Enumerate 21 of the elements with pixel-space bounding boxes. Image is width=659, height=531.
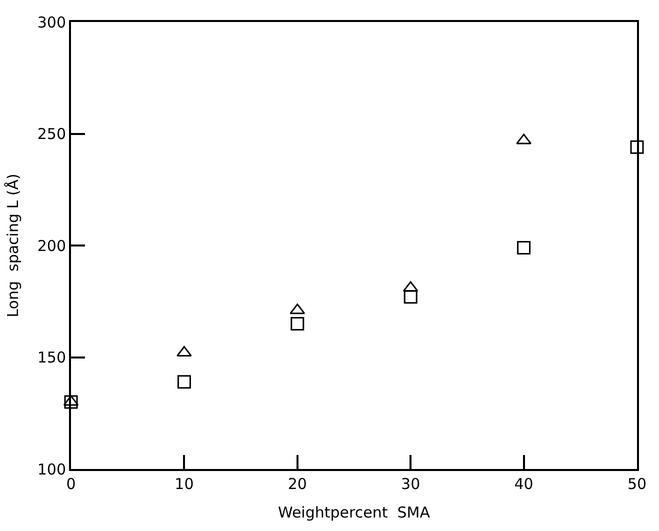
point	[630, 140, 644, 154]
x-tick-label: 30	[401, 475, 420, 493]
y-tick-label: 100	[37, 460, 66, 478]
point	[404, 290, 418, 304]
y-tick-label: 200	[37, 236, 66, 255]
x-tick-label: 40	[514, 475, 534, 493]
point	[290, 316, 304, 330]
point	[516, 134, 532, 144]
y-tick-label: 300	[37, 13, 66, 32]
y-tick-label: 250	[37, 125, 66, 143]
point	[64, 395, 78, 409]
x-tick-label: 0	[66, 475, 76, 493]
point	[177, 375, 191, 389]
x-axis-title: Weightpercent SMA	[278, 504, 431, 522]
y-tick-label: 150	[37, 348, 66, 366]
x-tick-label: 20	[288, 475, 307, 493]
point	[517, 240, 531, 254]
x-tick-label: 10	[174, 475, 194, 493]
y-axis-title: Long spacing L (Å)	[4, 174, 22, 318]
point	[176, 346, 192, 357]
x-tick-label: 50	[627, 475, 647, 493]
